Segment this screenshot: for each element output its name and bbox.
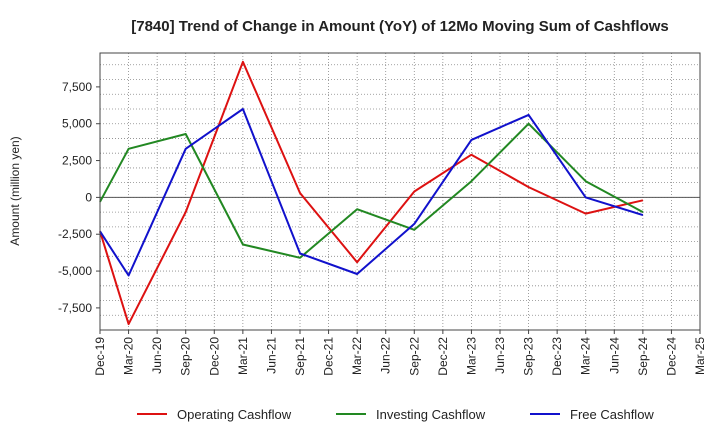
x-tick-label: Dec-24 [664,337,678,376]
x-tick-label: Dec-20 [207,337,221,376]
x-tick-label: Sep-21 [293,337,307,376]
series-lines [99,60,644,326]
x-tick-label: Dec-19 [93,337,107,376]
y-tick-label: 5,000 [62,117,92,131]
legend-label-free-cashflow: Free Cashflow [570,407,654,422]
y-tick-label: -5,000 [58,264,92,278]
x-tick-label: Dec-21 [322,337,336,376]
x-tick-label: Mar-20 [122,337,136,375]
x-tick-label: Mar-25 [693,337,707,375]
x-tick-label: Dec-22 [436,337,450,376]
x-tick-label: Mar-23 [464,337,478,375]
x-tick-label: Sep-24 [636,337,650,376]
series-line-operating-cashflow [99,60,644,326]
x-tick-label: Jun-21 [264,337,278,374]
x-tick-label: Jun-22 [379,337,393,374]
legend-label-investing-cashflow: Investing Cashflow [376,407,486,422]
y-axis-label: Amount (million yen) [8,136,22,245]
chart-title: [7840] Trend of Change in Amount (YoY) o… [131,18,669,35]
x-tick-label: Mar-22 [350,337,364,375]
x-tick-label: Sep-22 [407,337,421,376]
legend-label-operating-cashflow: Operating Cashflow [177,407,292,422]
legend: Operating Cashflow Investing Cashflow Free… [137,407,654,422]
x-tick-label: Jun-24 [607,337,621,374]
y-tick-label: -2,500 [58,227,92,241]
y-tick-label: -7,500 [58,301,92,315]
x-tick-label: Sep-20 [179,337,193,376]
x-axis-ticks: Dec-19 Mar-20 Jun-20 Sep-20 Dec-20 Mar-21 Jun-… [93,330,707,376]
y-tick-label: 2,500 [62,154,92,168]
x-tick-label: Dec-23 [550,337,564,376]
series-line-free-cashflow [99,108,644,277]
x-tick-label: Mar-21 [236,337,250,375]
x-tick-label: Sep-23 [522,337,536,376]
plot-frame [99,52,701,331]
plot-area [100,53,700,330]
x-tick-label: Jun-20 [150,337,164,374]
x-tick-label: Jun-23 [493,337,507,374]
y-tick-label: 7,500 [62,80,92,94]
y-tick-label: 0 [85,190,92,204]
x-tick-label: Mar-24 [579,337,593,375]
y-axis-ticks: 7,500 5,000 2,500 0 -2,500 -5,000 -7,500 [58,80,100,315]
